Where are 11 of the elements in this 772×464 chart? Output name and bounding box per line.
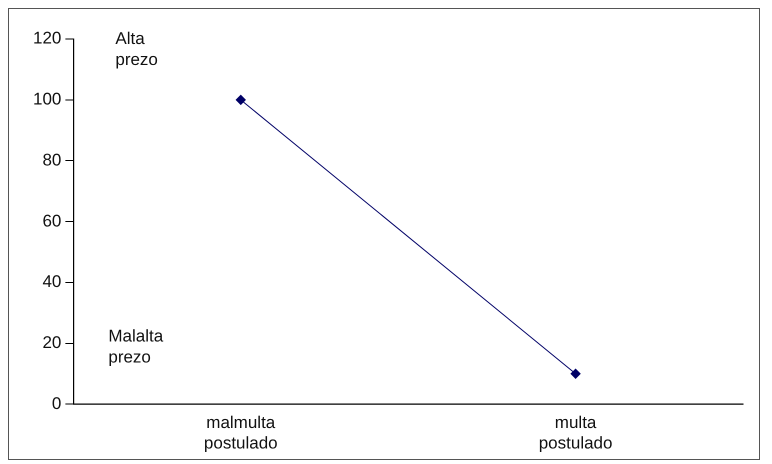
y-tick-label: 20	[42, 333, 62, 352]
annotation: Malalta prezo	[108, 326, 164, 366]
y-tick-label: 60	[42, 211, 62, 230]
annotation: Alta prezo	[115, 29, 158, 70]
y-tick-label: 100	[32, 90, 62, 109]
x-tick-label: multa postulado	[538, 413, 612, 452]
y-tick-label: 120	[32, 28, 62, 48]
y-tick-label: 80	[42, 150, 62, 170]
y-tick-label: 40	[42, 272, 62, 292]
x-tick-label: malmulta postulado	[204, 413, 278, 452]
y-tick-label: 0	[52, 394, 62, 413]
